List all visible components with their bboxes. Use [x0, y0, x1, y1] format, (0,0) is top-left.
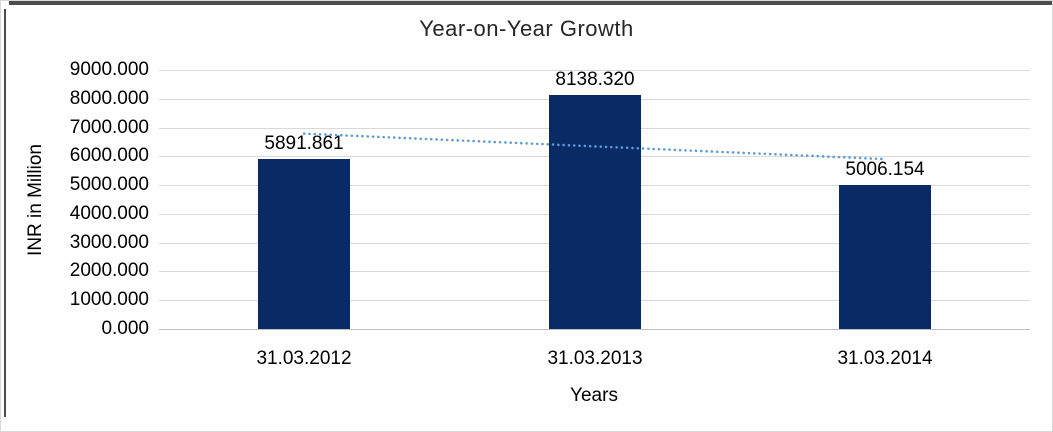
- bar: [549, 95, 641, 329]
- y-tick-label: 2000.000: [69, 260, 149, 281]
- frame-border-left: [4, 9, 6, 417]
- x-axis-category-label: 31.03.2013: [547, 348, 643, 369]
- frame-border-top: [9, 1, 1052, 5]
- y-tick-label: 3000.000: [69, 232, 149, 253]
- y-tick-label: 8000.000: [69, 88, 149, 109]
- y-tick-label: 4000.000: [69, 203, 149, 224]
- y-tick-label: 5000.000: [69, 174, 149, 195]
- x-axis-title: Years: [570, 385, 618, 406]
- bar: [839, 185, 931, 329]
- y-tick-label: 1000.000: [69, 289, 149, 310]
- x-axis-line: [159, 329, 1030, 330]
- bar-value-label: 8138.320: [555, 69, 635, 90]
- bar-value-label: 5891.861: [264, 133, 344, 154]
- chart-title: Year-on-Year Growth: [419, 16, 634, 41]
- y-tick-label: 7000.000: [69, 117, 149, 138]
- x-axis-category-label: 31.03.2012: [256, 348, 352, 369]
- bar: [258, 159, 350, 329]
- y-tick-label: 6000.000: [69, 145, 149, 166]
- y-tick-label: 0.000: [101, 318, 149, 339]
- y-tick-label: 9000.000: [69, 59, 149, 80]
- gridline: [159, 70, 1030, 71]
- x-axis-category-label: 31.03.2014: [837, 348, 933, 369]
- bar-value-label: 5006.154: [845, 159, 925, 180]
